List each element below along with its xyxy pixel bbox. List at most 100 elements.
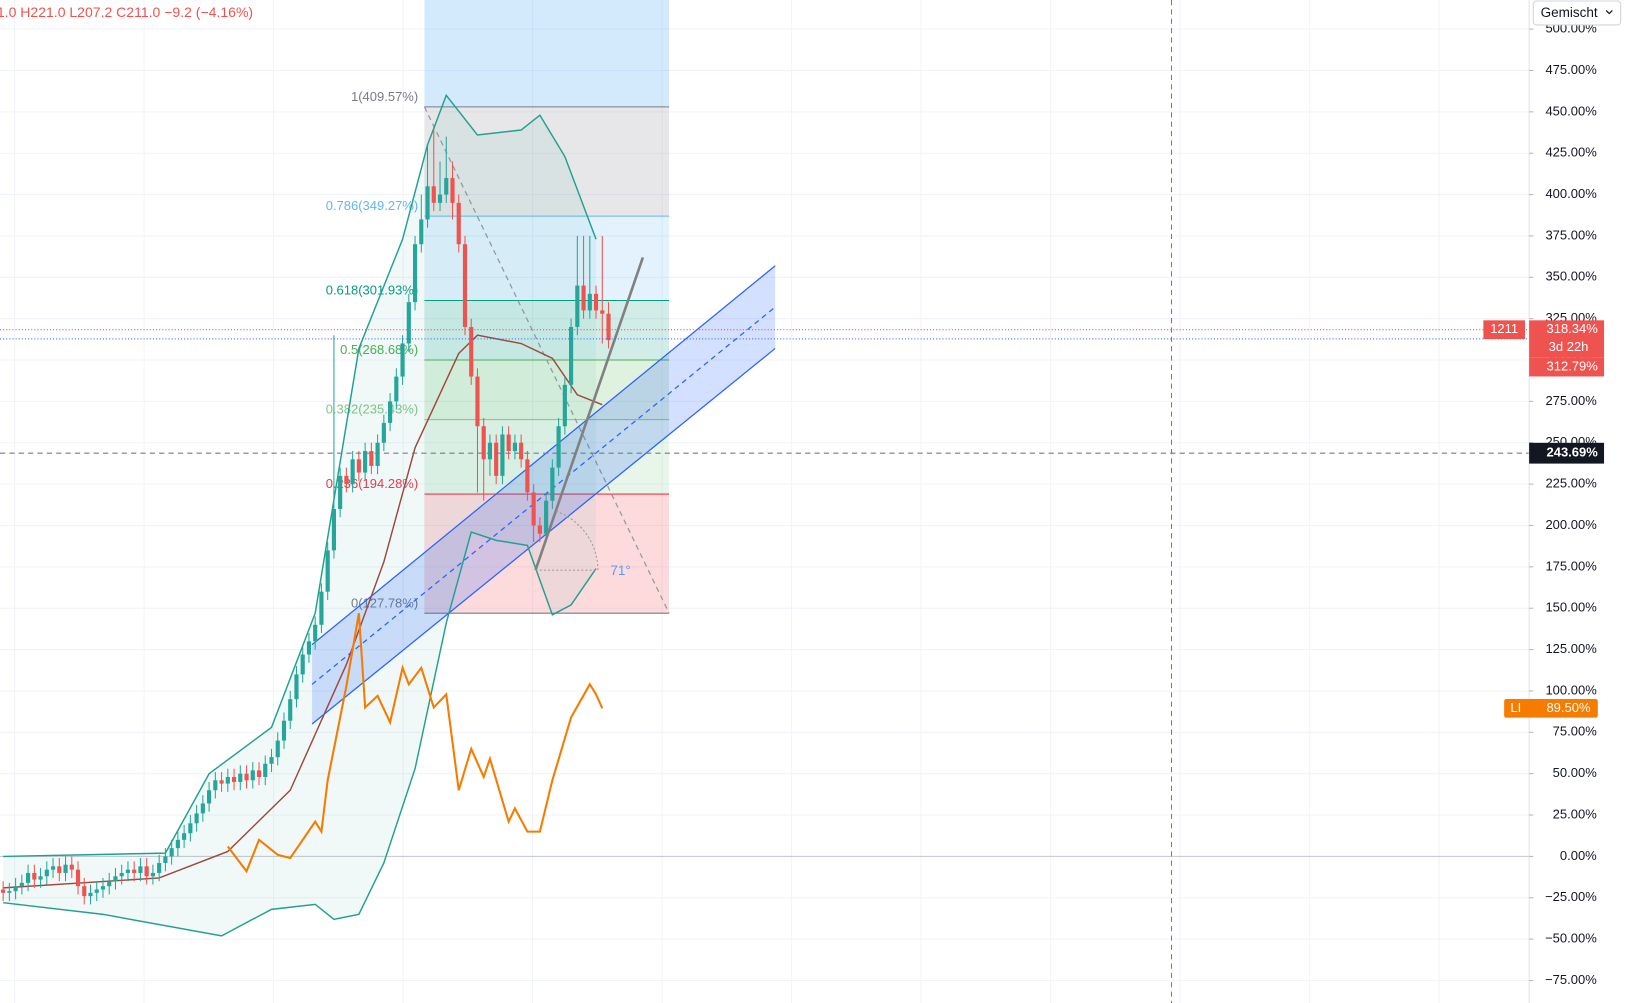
candle-body bbox=[313, 624, 318, 642]
candle-body bbox=[219, 780, 224, 784]
candle-body bbox=[138, 866, 143, 873]
band-line bbox=[3, 531, 597, 937]
candle-body bbox=[231, 776, 237, 782]
y-tick-label: 350.00% bbox=[1545, 269, 1597, 284]
candle-body bbox=[238, 773, 243, 782]
candle-body bbox=[125, 869, 131, 873]
candle-body bbox=[544, 500, 549, 534]
candle-body bbox=[431, 186, 436, 203]
crosshair-badge bbox=[1529, 442, 1605, 464]
candle-body bbox=[175, 839, 180, 849]
candle-body bbox=[550, 467, 555, 501]
candle-body bbox=[575, 285, 580, 327]
y-tick-label: −25.00% bbox=[1545, 889, 1597, 904]
candle-body bbox=[288, 699, 293, 721]
candle-body bbox=[269, 757, 274, 764]
fib-zone bbox=[424, 419, 670, 495]
fib-label: 0.618(301.93%) bbox=[326, 283, 418, 298]
candle-body bbox=[306, 641, 312, 655]
trend-line bbox=[534, 257, 645, 571]
candle-body bbox=[169, 848, 174, 857]
y-tick-label: 400.00% bbox=[1545, 186, 1597, 201]
price-badge-label: 318.34% bbox=[1547, 321, 1599, 336]
y-tick-label: 125.00% bbox=[1545, 641, 1597, 656]
band-fill bbox=[3, 95, 597, 936]
candle-body bbox=[412, 244, 418, 303]
countdown-label: 3d 22h bbox=[1549, 339, 1589, 354]
series-badge bbox=[1504, 698, 1598, 718]
candle-body bbox=[44, 869, 49, 877]
channel-upper bbox=[311, 265, 776, 646]
candle-body bbox=[319, 591, 324, 625]
candle-body bbox=[500, 434, 505, 476]
y-tick-label: −75.00% bbox=[1545, 972, 1597, 987]
button-label[interactable]: Gemischt bbox=[1541, 5, 1598, 20]
candle-body bbox=[113, 876, 118, 882]
y-tick-label: 475.00% bbox=[1545, 62, 1597, 77]
price-badge bbox=[1529, 320, 1605, 358]
candle-body bbox=[569, 326, 574, 385]
candle-body bbox=[88, 892, 93, 897]
candle-body bbox=[200, 803, 205, 814]
candle-body bbox=[587, 293, 592, 311]
candle-body bbox=[119, 872, 124, 877]
candle-body bbox=[263, 763, 268, 777]
candle-body bbox=[556, 426, 561, 468]
candle-body bbox=[531, 492, 536, 526]
candle-body bbox=[281, 720, 287, 741]
band-line bbox=[3, 334, 603, 889]
candle-body bbox=[469, 326, 474, 377]
candle-body bbox=[437, 194, 443, 203]
y-tick-label: 275.00% bbox=[1545, 393, 1597, 408]
price-badge-label: 312.79% bbox=[1547, 359, 1599, 374]
candle-body bbox=[562, 384, 567, 427]
angle-label: 71° bbox=[610, 563, 630, 578]
crosshair-badge-label: 243.69% bbox=[1547, 445, 1599, 460]
candle-body bbox=[456, 202, 461, 245]
candle-body bbox=[525, 459, 530, 493]
y-tick-label: 0.00% bbox=[1560, 848, 1597, 863]
candle-body bbox=[381, 422, 386, 443]
candle-body bbox=[450, 178, 455, 203]
y-tick-label: 450.00% bbox=[1545, 103, 1597, 118]
candle-body bbox=[100, 886, 106, 890]
candle-body bbox=[182, 833, 187, 840]
angle-arc bbox=[555, 510, 599, 571]
candle-body bbox=[300, 654, 305, 675]
fib-label: 0.786(349.27%) bbox=[326, 198, 418, 213]
candle-body bbox=[50, 866, 56, 870]
candle-body bbox=[325, 550, 330, 592]
fib-zone bbox=[424, 106, 670, 217]
button-box[interactable] bbox=[1532, 0, 1622, 26]
candle-body bbox=[481, 426, 486, 460]
candle-body bbox=[375, 442, 380, 466]
candle-body bbox=[406, 302, 411, 344]
candle-body bbox=[394, 376, 399, 402]
ohlc-legend: 1.0 H221.0 L207.2 C211.0 −9.2 (−4.16%) bbox=[0, 4, 253, 20]
candle-body bbox=[369, 451, 374, 466]
symbol-tag bbox=[1483, 320, 1525, 340]
candle-body bbox=[593, 293, 599, 311]
candle-body bbox=[244, 773, 249, 781]
candle-body bbox=[331, 508, 336, 551]
y-tick-label: 225.00% bbox=[1545, 476, 1597, 491]
channel-lower bbox=[311, 347, 776, 725]
candle-body bbox=[537, 525, 542, 534]
candle-body bbox=[213, 780, 218, 791]
mode-button[interactable]: Gemischt bbox=[1532, 0, 1622, 26]
candle-body bbox=[487, 442, 493, 460]
candle-body bbox=[294, 674, 299, 700]
candle-body bbox=[425, 186, 430, 220]
price-badge bbox=[1529, 357, 1605, 377]
candle-body bbox=[82, 886, 87, 897]
y-tick-label: 200.00% bbox=[1545, 517, 1597, 532]
y-tick-label: 50.00% bbox=[1553, 765, 1598, 780]
candle-body bbox=[207, 790, 212, 804]
candle-body bbox=[225, 776, 230, 784]
candle-body bbox=[363, 451, 368, 473]
axis-bg bbox=[1529, 0, 1629, 1003]
candle-body bbox=[63, 864, 68, 873]
candle-body bbox=[1, 889, 6, 893]
